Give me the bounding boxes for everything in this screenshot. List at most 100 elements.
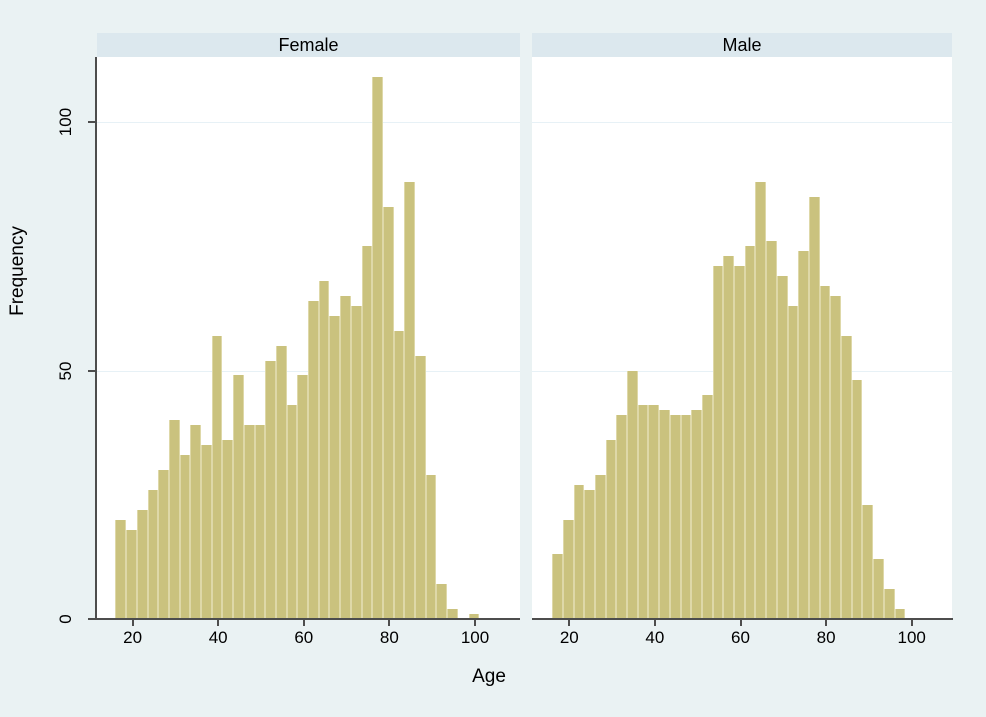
x-tick-mark	[131, 620, 134, 626]
histogram-bar	[552, 554, 563, 619]
histogram-bar	[361, 246, 373, 619]
histogram-bar	[883, 589, 895, 619]
histogram-bar	[243, 425, 255, 619]
histogram-bar	[873, 559, 884, 619]
histogram-bar	[468, 614, 480, 619]
histogram-bar	[308, 300, 319, 619]
y-axis-line	[95, 57, 97, 620]
x-tick-mark	[739, 620, 742, 626]
plot-area-female	[97, 57, 520, 619]
x-tick-mark	[217, 620, 220, 626]
histogram-bar	[147, 489, 159, 619]
x-tick-label: 40	[208, 628, 228, 647]
histogram-bar	[562, 519, 574, 619]
x-tick-label: 60	[731, 628, 750, 647]
histogram-bar	[616, 415, 628, 619]
histogram-bar	[297, 375, 309, 619]
x-tick-mark	[568, 620, 571, 626]
x-axis-title-text: Age	[472, 666, 506, 687]
histogram-bar	[798, 251, 809, 619]
y-tick-mark	[88, 618, 96, 620]
histogram-bar	[126, 529, 137, 619]
histogram-bar	[179, 455, 191, 619]
histogram-bar	[573, 484, 585, 619]
histogram-bar	[680, 415, 692, 619]
histogram-bar	[605, 440, 617, 619]
histogram-bar	[584, 489, 595, 619]
histogram-bar	[425, 474, 437, 619]
histogram-bar	[841, 335, 852, 619]
histogram-bar	[830, 295, 842, 619]
histogram-bar	[168, 420, 180, 619]
panel-title-male: Male	[722, 34, 762, 55]
gridline-100	[532, 122, 952, 123]
histogram-bar	[808, 196, 820, 619]
histogram-bar	[894, 609, 906, 619]
histogram-bar	[691, 410, 702, 619]
x-axis-title: Age	[439, 666, 539, 688]
histogram-bar	[222, 440, 234, 619]
histogram-bar	[372, 77, 383, 619]
x-tick-label: 100	[460, 628, 490, 647]
histogram-bar	[350, 305, 362, 619]
histogram-bar	[233, 375, 244, 619]
histogram-bar	[712, 266, 724, 619]
histogram-bar	[594, 474, 606, 619]
x-tick-mark	[302, 620, 305, 626]
histogram-bar	[254, 425, 266, 619]
panel-header-male: Male	[532, 33, 952, 57]
histogram-bar	[136, 509, 148, 619]
y-axis-title: Frequency	[5, 191, 31, 351]
y-axis-title-text: Frequency	[7, 226, 28, 316]
histogram-bar	[329, 315, 341, 619]
histogram-bar	[382, 206, 394, 619]
histogram-bar	[776, 276, 788, 619]
x-tick-label: 80	[379, 628, 399, 647]
x-tick-label: 80	[816, 628, 836, 647]
histogram-bar	[158, 469, 169, 619]
plot-area-male	[532, 57, 952, 619]
y-tick-label: 50	[56, 361, 75, 380]
x-tick-mark	[910, 620, 913, 626]
y-tick-label: 100	[56, 107, 75, 137]
histogram-bar	[701, 395, 713, 619]
histogram-bar	[275, 345, 287, 619]
histogram-bar	[637, 405, 649, 619]
histogram-bar	[447, 609, 458, 619]
histogram-bar	[115, 519, 127, 619]
histogram-bar	[415, 355, 426, 619]
x-tick-mark	[388, 620, 391, 626]
histogram-bar	[734, 266, 745, 619]
histogram-bar	[851, 380, 863, 619]
histogram-bar	[393, 330, 405, 619]
histogram-bar	[648, 405, 660, 619]
histogram-bar	[340, 295, 351, 619]
histogram-bar	[819, 286, 831, 619]
histogram-bar	[862, 504, 874, 619]
y-tick-label: 0	[56, 614, 75, 624]
histogram-bar	[265, 360, 276, 619]
histogram-bar	[436, 584, 448, 619]
panel-title-female: Female	[278, 34, 339, 55]
histogram-bar	[744, 246, 756, 619]
y-tick-mark	[88, 369, 96, 372]
x-tick-mark	[653, 620, 656, 626]
histogram-bar	[766, 241, 777, 619]
x-tick-label: 40	[645, 628, 665, 647]
x-tick-label: 100	[897, 628, 926, 647]
x-tick-label: 20	[123, 628, 143, 647]
x-tick-label: 20	[559, 628, 579, 647]
histogram-bar	[627, 370, 638, 619]
x-tick-mark	[825, 620, 828, 626]
histogram-bar	[669, 415, 681, 619]
panel-header-female: Female	[97, 33, 520, 57]
x-tick-mark	[474, 620, 476, 626]
histogram-bar	[659, 410, 670, 619]
x-tick-label: 60	[294, 628, 314, 647]
y-tick-mark	[88, 121, 96, 123]
histogram-bar	[286, 405, 298, 619]
histogram-bar	[755, 181, 767, 619]
histogram-bar	[404, 181, 416, 619]
histogram-bar	[723, 256, 735, 619]
